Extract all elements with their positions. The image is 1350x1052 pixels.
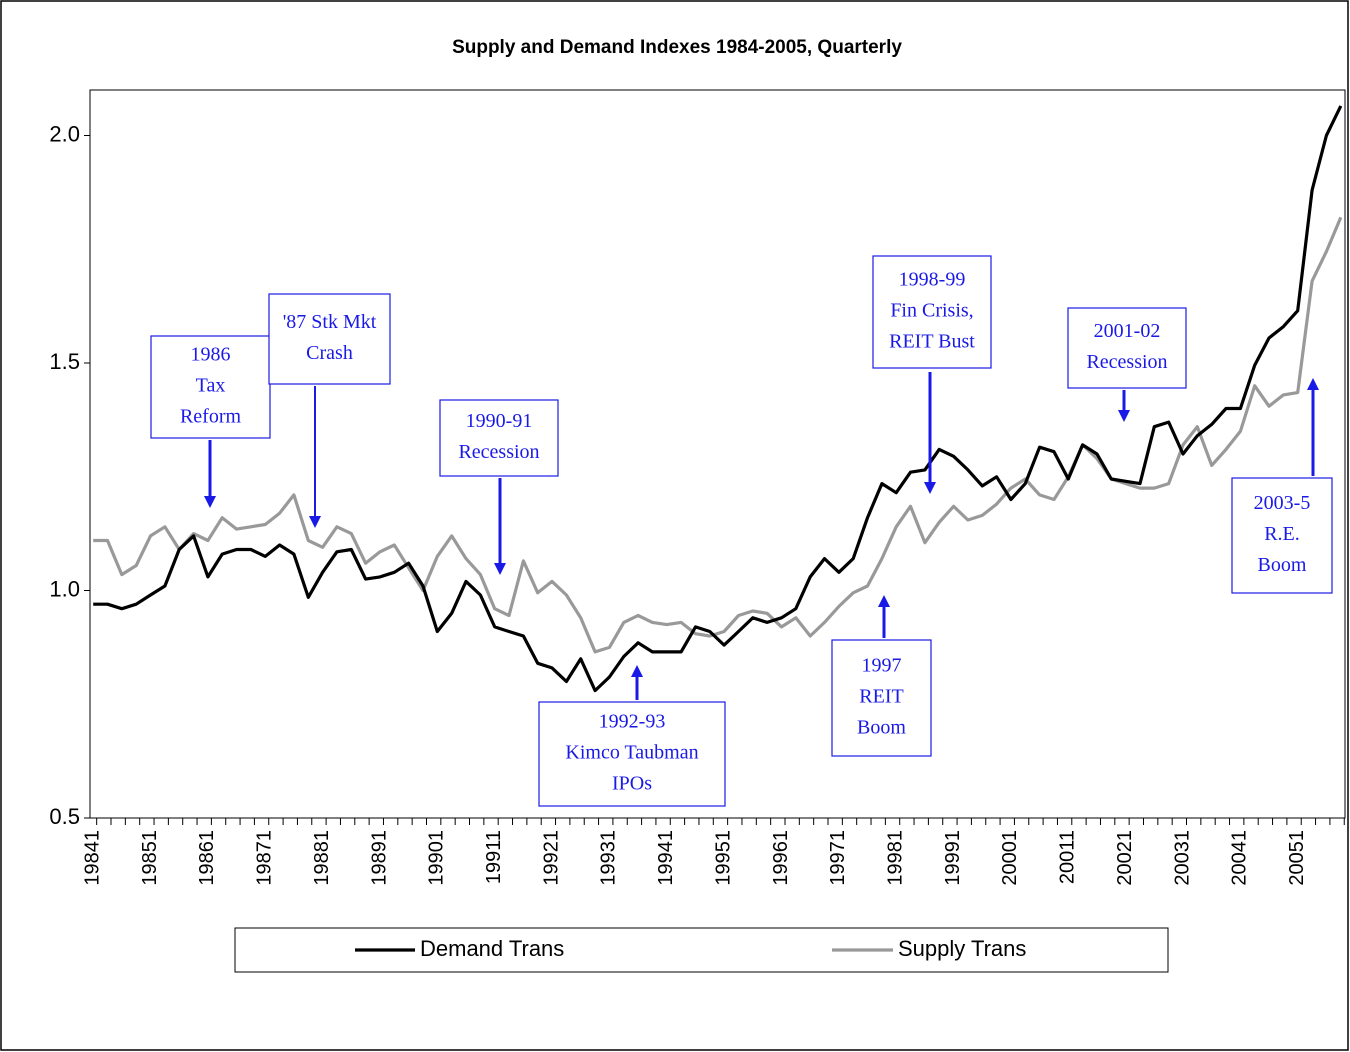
annotation-box bbox=[439, 399, 559, 477]
x-tick-label: 19931 bbox=[598, 830, 620, 886]
x-tick-label: 19891 bbox=[368, 830, 390, 886]
x-tick-label: 19871 bbox=[254, 830, 276, 886]
annotation-text: 2001-02 bbox=[1094, 320, 1161, 342]
x-tick-label: 19941 bbox=[655, 830, 677, 886]
legend-label: Demand Trans bbox=[420, 936, 564, 961]
x-tick-label: 20011 bbox=[1057, 830, 1079, 884]
annotation-text: Crash bbox=[306, 342, 353, 364]
annotation-text: 1992-93 bbox=[599, 711, 666, 733]
x-tick-label: 19991 bbox=[942, 830, 964, 886]
annotation-text: REIT bbox=[859, 686, 903, 708]
y-tick-label: 0.5 bbox=[49, 804, 80, 829]
series-line bbox=[93, 216, 1343, 654]
annotation-text: 2003-5 bbox=[1254, 492, 1311, 514]
annotation-box bbox=[150, 335, 271, 439]
annotation-text: Recession bbox=[1086, 351, 1167, 373]
x-tick-label: 19861 bbox=[196, 830, 218, 886]
x-tick-label: 20021 bbox=[1114, 830, 1136, 886]
annotation-text: 1998-99 bbox=[899, 269, 966, 291]
annotation-box bbox=[1231, 477, 1333, 594]
x-tick-label: 20041 bbox=[1229, 830, 1251, 886]
annotation-arrowhead bbox=[204, 496, 216, 508]
x-tick-label: 19961 bbox=[770, 830, 792, 886]
x-tick-label: 19971 bbox=[827, 830, 849, 886]
annotation-box bbox=[872, 255, 992, 369]
annotation-arrowhead bbox=[309, 516, 321, 528]
annotation-box bbox=[1067, 307, 1187, 389]
annotation-text: Reform bbox=[180, 406, 242, 428]
y-tick-label: 1.0 bbox=[49, 576, 80, 601]
annotation-arrowhead bbox=[878, 595, 890, 607]
annotation-text: IPOs bbox=[612, 773, 652, 795]
x-tick-label: 20031 bbox=[1171, 830, 1193, 886]
annotation-text: Boom bbox=[1258, 554, 1307, 576]
annotation-text: 1986 bbox=[191, 344, 231, 366]
x-tick-label: 19851 bbox=[139, 830, 161, 886]
annotation-arrowhead bbox=[631, 665, 643, 677]
x-tick-label: 20001 bbox=[999, 830, 1021, 886]
annotation-box bbox=[831, 639, 932, 757]
annotation-box bbox=[538, 701, 726, 807]
legend-label: Supply Trans bbox=[898, 936, 1026, 961]
x-tick-label: 19841 bbox=[81, 830, 103, 886]
annotation-text: 1997 bbox=[862, 655, 902, 677]
annotation-text: Boom bbox=[857, 717, 906, 739]
x-tick-label: 19881 bbox=[311, 830, 333, 886]
x-tick-label: 19951 bbox=[712, 830, 734, 886]
annotation-arrowhead bbox=[924, 482, 936, 494]
annotation-arrowhead bbox=[494, 563, 506, 575]
x-tick-label: 19921 bbox=[540, 830, 562, 886]
annotation-box bbox=[268, 293, 391, 385]
y-tick-label: 2.0 bbox=[49, 121, 80, 146]
x-tick-label: 19981 bbox=[884, 830, 906, 886]
annotation-arrowhead bbox=[1118, 410, 1130, 422]
y-tick-label: 1.5 bbox=[49, 349, 80, 374]
annotation-text: '87 Stk Mkt bbox=[283, 311, 377, 333]
annotation-text: R.E. bbox=[1264, 523, 1300, 545]
annotation-text: 1990-91 bbox=[466, 410, 533, 432]
series-line bbox=[93, 105, 1343, 693]
annotation-text: Recession bbox=[458, 441, 539, 463]
annotation-text: Fin Crisis, bbox=[890, 300, 973, 322]
x-tick-label: 19901 bbox=[426, 830, 448, 886]
annotation-arrowhead bbox=[1307, 378, 1319, 390]
x-tick-label: 20051 bbox=[1286, 830, 1308, 886]
plot-area bbox=[89, 89, 1346, 819]
x-tick-label: 19911 bbox=[483, 830, 505, 884]
chart-title: Supply and Demand Indexes 1984-2005, Qua… bbox=[452, 37, 902, 58]
annotation-text: Tax bbox=[196, 375, 226, 397]
annotation-text: REIT Bust bbox=[889, 331, 975, 353]
annotation-text: Kimco Taubman bbox=[565, 742, 698, 764]
